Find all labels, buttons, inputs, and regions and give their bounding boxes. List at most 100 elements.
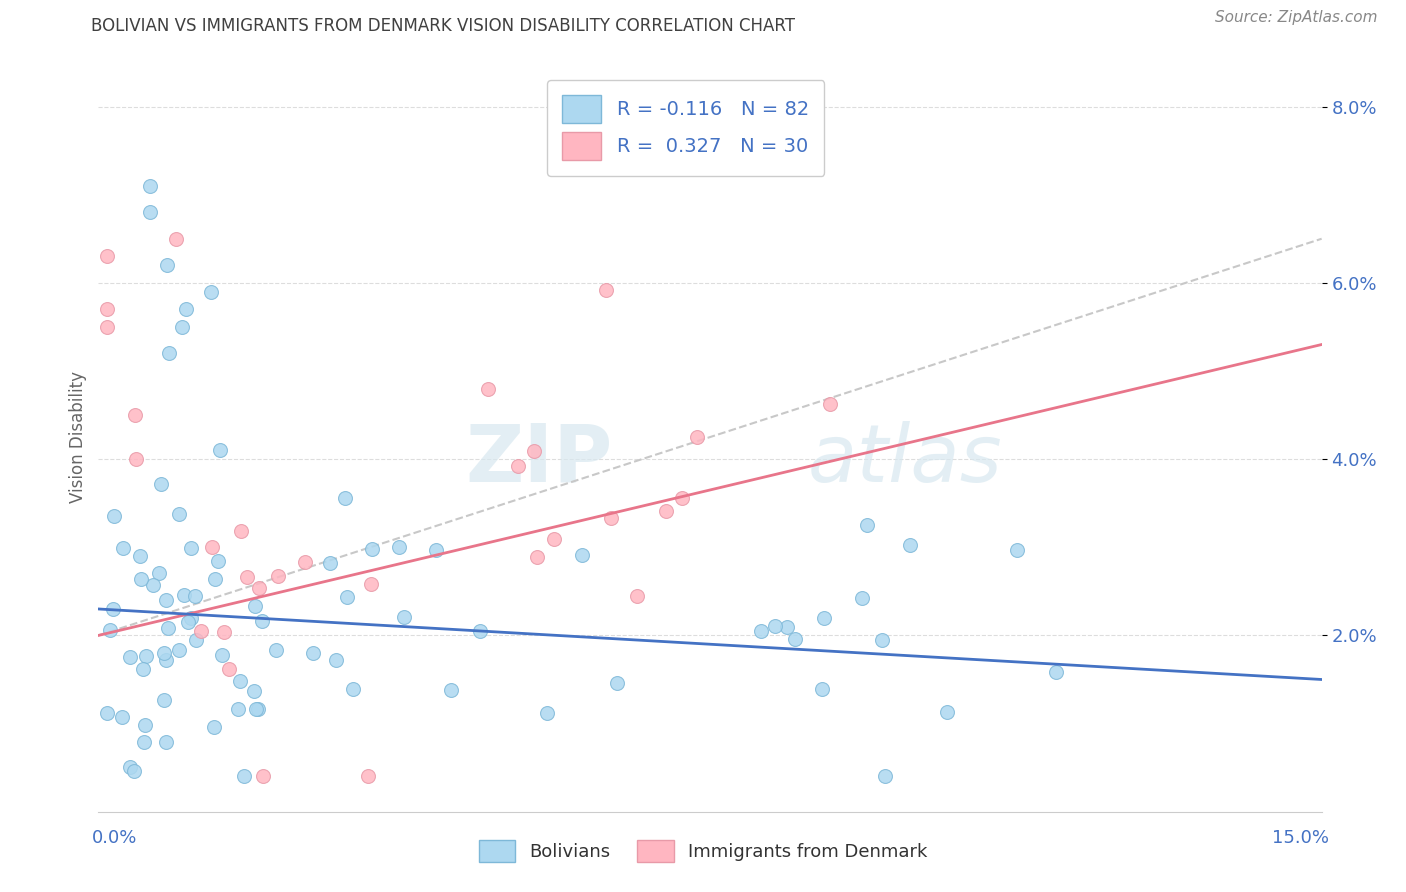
Point xyxy=(356,769,378,783)
Point xyxy=(388,541,411,555)
Point xyxy=(211,648,233,663)
Point xyxy=(508,459,530,474)
Point xyxy=(139,205,162,219)
Point xyxy=(103,602,125,616)
Point xyxy=(128,549,150,564)
Point xyxy=(149,476,172,491)
Point xyxy=(870,633,893,648)
Point xyxy=(655,504,678,518)
Point xyxy=(218,662,240,676)
Point xyxy=(875,769,897,783)
Point xyxy=(342,681,364,696)
Point xyxy=(267,569,290,583)
Point xyxy=(671,491,693,505)
Text: atlas: atlas xyxy=(808,420,1002,499)
Point xyxy=(440,683,463,698)
Point xyxy=(252,769,274,783)
Point xyxy=(155,593,177,607)
Point xyxy=(626,589,648,603)
Point xyxy=(96,319,118,334)
Point xyxy=(247,582,270,596)
Legend: R = -0.116   N = 82, R =  0.327   N = 30: R = -0.116 N = 82, R = 0.327 N = 30 xyxy=(547,79,824,176)
Point xyxy=(96,249,118,263)
Point xyxy=(118,650,141,665)
Point xyxy=(252,615,274,629)
Point xyxy=(173,589,195,603)
Point xyxy=(763,618,786,632)
Point xyxy=(124,408,146,422)
Point xyxy=(177,615,200,630)
Point xyxy=(851,591,873,606)
Point xyxy=(360,577,382,591)
Point xyxy=(526,549,548,564)
Point xyxy=(207,554,229,568)
Point xyxy=(155,735,177,749)
Point xyxy=(148,566,170,581)
Point xyxy=(212,625,235,640)
Point xyxy=(468,624,491,638)
Point xyxy=(243,684,266,698)
Point xyxy=(536,706,558,721)
Point xyxy=(543,532,565,546)
Point xyxy=(98,623,121,637)
Point xyxy=(333,491,356,506)
Text: Source: ZipAtlas.com: Source: ZipAtlas.com xyxy=(1215,11,1378,25)
Point xyxy=(811,681,834,696)
Point xyxy=(167,642,190,657)
Point xyxy=(156,621,179,635)
Point xyxy=(165,232,187,246)
Point xyxy=(571,548,593,562)
Point xyxy=(180,611,202,625)
Point xyxy=(132,662,155,676)
Point xyxy=(153,693,176,707)
Point xyxy=(392,610,415,624)
Point xyxy=(153,646,176,660)
Point xyxy=(783,632,806,647)
Point xyxy=(96,302,118,317)
Point xyxy=(247,702,270,716)
Point xyxy=(96,706,118,720)
Point xyxy=(245,599,267,614)
Point xyxy=(174,302,197,317)
Point xyxy=(142,577,165,591)
Point xyxy=(233,769,256,783)
Point xyxy=(170,319,193,334)
Point xyxy=(190,624,212,638)
Point xyxy=(818,397,841,411)
Point xyxy=(686,430,709,444)
Point xyxy=(264,643,287,657)
Point xyxy=(200,285,222,299)
Point xyxy=(855,518,877,533)
Point xyxy=(139,178,162,193)
Text: ZIP: ZIP xyxy=(465,420,612,499)
Point xyxy=(319,556,342,570)
Point xyxy=(1045,665,1067,680)
Point xyxy=(294,555,316,569)
Point xyxy=(180,541,202,556)
Point xyxy=(135,648,157,663)
Point xyxy=(122,764,145,778)
Point xyxy=(167,507,190,521)
Point xyxy=(749,624,772,638)
Point xyxy=(606,675,628,690)
Point xyxy=(184,589,207,603)
Y-axis label: Vision Disability: Vision Disability xyxy=(69,371,87,503)
Point xyxy=(112,541,135,555)
Point xyxy=(301,647,323,661)
Point xyxy=(111,710,134,724)
Point xyxy=(935,705,957,719)
Point xyxy=(157,346,180,360)
Point xyxy=(229,524,252,538)
Text: BOLIVIAN VS IMMIGRANTS FROM DENMARK VISION DISABILITY CORRELATION CHART: BOLIVIAN VS IMMIGRANTS FROM DENMARK VISI… xyxy=(91,17,796,35)
Point xyxy=(245,702,267,716)
Point xyxy=(204,572,226,586)
Point xyxy=(236,570,259,584)
Point xyxy=(477,382,499,396)
Point xyxy=(202,720,225,734)
Legend: Bolivians, Immigrants from Denmark: Bolivians, Immigrants from Denmark xyxy=(471,833,935,870)
Point xyxy=(156,258,179,272)
Point xyxy=(120,760,142,774)
Text: 15.0%: 15.0% xyxy=(1271,829,1329,847)
Point xyxy=(361,542,384,557)
Point xyxy=(186,632,208,647)
